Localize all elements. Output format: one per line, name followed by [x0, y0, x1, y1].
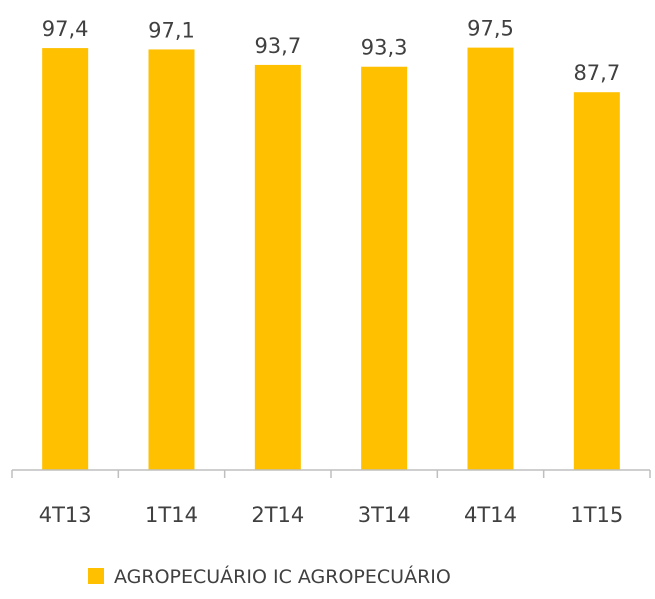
x-axis — [11, 469, 651, 478]
legend-label: AGROPECUÁRIO IC AGROPECUÁRIO — [114, 565, 451, 588]
bar-4t13 — [42, 48, 89, 471]
x-tick-label-4t14: 4T14 — [464, 503, 517, 527]
data-label-2t14: 93,7 — [254, 34, 301, 58]
x-tick-label-1t15: 1T15 — [570, 503, 623, 527]
data-label-1t15: 87,7 — [573, 61, 620, 85]
data-label-4t14: 97,5 — [467, 17, 514, 41]
x-tick-label-2t14: 2T14 — [251, 503, 304, 527]
bars-layer — [42, 47, 620, 471]
bar-2t14 — [254, 64, 301, 470]
data-label-1t14: 97,1 — [148, 18, 195, 42]
x-tick-label-4t13: 4T13 — [39, 503, 92, 527]
data-label-3t14: 93,3 — [361, 36, 408, 60]
data-label-4t13: 97,4 — [42, 17, 89, 41]
bar-1t15 — [573, 92, 620, 470]
x-tick-label-1t14: 1T14 — [145, 503, 198, 527]
data-labels-layer: 97,4 97,1 93,7 93,3 97,5 87,7 — [42, 17, 620, 86]
legend-swatch — [88, 568, 104, 584]
bar-3t14 — [361, 66, 408, 471]
bar-4t14 — [467, 47, 514, 470]
legend: AGROPECUÁRIO IC AGROPECUÁRIO — [88, 565, 451, 588]
x-tick-labels: 4T13 1T14 2T14 3T14 4T14 1T15 — [39, 503, 624, 527]
x-tick-label-3t14: 3T14 — [358, 503, 411, 527]
bar-1t14 — [148, 49, 195, 470]
